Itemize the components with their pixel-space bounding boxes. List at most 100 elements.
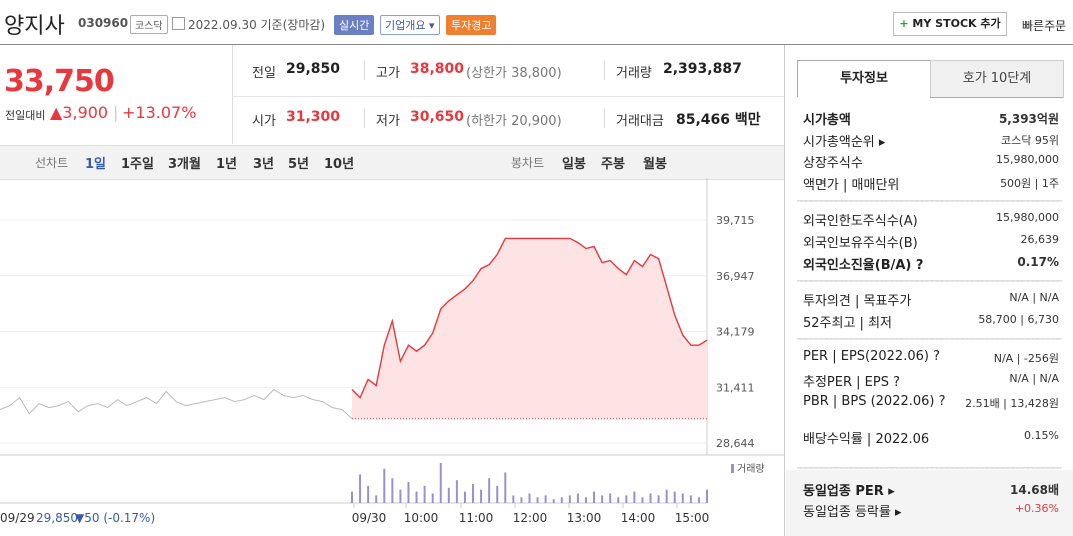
quick-order[interactable]: 빠른주문 bbox=[1022, 19, 1067, 33]
x-tick-label: 15:00 bbox=[675, 511, 710, 525]
volume-bar bbox=[496, 485, 499, 503]
divider bbox=[364, 108, 365, 128]
row-value: 15,980,000 bbox=[996, 211, 1059, 224]
period-tab[interactable]: 3년 bbox=[253, 157, 275, 172]
period-tab[interactable]: 3개월 bbox=[168, 157, 201, 172]
summary-label: 시가 bbox=[252, 114, 276, 129]
candle-tab[interactable]: 월봉 bbox=[643, 157, 667, 172]
volume-bar bbox=[383, 468, 386, 503]
row-label: 동일업종 PER ▸ bbox=[803, 484, 895, 499]
mystock-button[interactable]: + MY STOCK 추가 bbox=[893, 12, 1007, 36]
volume-bar bbox=[560, 497, 563, 503]
row-label: 상장주식수 bbox=[803, 156, 863, 171]
row-value: 26,639 bbox=[1020, 233, 1060, 246]
volume-bar bbox=[391, 478, 394, 503]
period-tab[interactable]: 10년 bbox=[324, 157, 355, 172]
divider bbox=[930, 97, 1063, 98]
row-label: 외국인한도주식수(A) bbox=[803, 214, 918, 229]
row-value: 2.51배 | 13,428원 bbox=[965, 397, 1059, 410]
row-label: 배당수익률 | 2022.06 bbox=[803, 432, 930, 447]
divider bbox=[232, 45, 233, 144]
volume-bar bbox=[665, 489, 668, 503]
volume-bar bbox=[488, 478, 491, 503]
candle-tab[interactable]: 주봉 bbox=[601, 157, 625, 172]
y-tick-label: 34,179 bbox=[716, 326, 755, 339]
stock-name: 양지사 bbox=[4, 14, 65, 39]
row-value: 0.17% bbox=[1017, 255, 1059, 269]
period-tab[interactable]: 5년 bbox=[288, 157, 310, 172]
y-tick-label: 28,644 bbox=[716, 437, 755, 450]
invest-tab[interactable]: 호가 10단계 bbox=[930, 60, 1064, 98]
volume-bar bbox=[568, 495, 571, 503]
volume-bar bbox=[528, 493, 531, 503]
divider bbox=[784, 45, 785, 536]
row-value: 15,980,000 bbox=[996, 153, 1059, 166]
divider bbox=[604, 60, 605, 80]
volume-bar bbox=[415, 491, 418, 503]
summary-note: (상한가 38,800) bbox=[466, 66, 562, 81]
row-value: N/A | N/A bbox=[1009, 372, 1059, 385]
volume-bar bbox=[520, 497, 523, 503]
row-value: 500원 | 1주 bbox=[1000, 177, 1059, 190]
volume-bar bbox=[351, 491, 353, 503]
summary-value: 85,466 백만 bbox=[676, 112, 761, 128]
x-tick-label: 09/30 bbox=[352, 511, 387, 525]
volume-bar bbox=[407, 482, 410, 503]
divider bbox=[797, 200, 1062, 202]
row-label: 액면가 | 매매단위 bbox=[803, 178, 900, 193]
volume-bar bbox=[584, 497, 587, 503]
period-tab[interactable]: 1년 bbox=[216, 157, 238, 172]
market-badge: 코스닥 bbox=[130, 15, 168, 34]
x-tick-label: 14:00 bbox=[621, 511, 656, 525]
volume-bar bbox=[512, 495, 515, 503]
industry-bg bbox=[786, 470, 1073, 536]
y-tick-label: 36,947 bbox=[716, 270, 755, 283]
y-tick-label: 31,411 bbox=[716, 381, 755, 394]
summary-value: 29,850 bbox=[286, 61, 341, 77]
summary-value: 30,650 bbox=[410, 109, 465, 125]
row-value: 14.68배 bbox=[1010, 483, 1059, 497]
volume-bar bbox=[367, 485, 370, 503]
volume-bar bbox=[447, 487, 450, 503]
plus-icon: + bbox=[899, 17, 913, 30]
volume-bar bbox=[536, 497, 539, 503]
row-value: 코스닥 95위 bbox=[1001, 134, 1059, 147]
warning-badge: 투자경고 bbox=[446, 15, 497, 35]
change-label: 전일대비 bbox=[5, 109, 46, 122]
divider bbox=[797, 280, 1062, 282]
divider bbox=[604, 108, 605, 128]
volume-bar bbox=[689, 495, 692, 503]
summary-label: 거래량 bbox=[616, 66, 652, 81]
x-tick-label: 12:00 bbox=[513, 511, 548, 525]
volume-bar bbox=[673, 491, 676, 503]
volume-bar bbox=[576, 493, 579, 503]
volume-bar bbox=[423, 485, 426, 503]
volume-bar bbox=[455, 480, 458, 503]
summary-value: 38,800 bbox=[410, 61, 465, 77]
row-label: 동일업종 등락률 ▸ bbox=[803, 505, 902, 520]
row-value: N/A | N/A bbox=[1009, 291, 1059, 304]
realtime-button[interactable]: 실시간 bbox=[334, 15, 375, 35]
volume-bar bbox=[399, 489, 402, 503]
row-label: 시가총액 bbox=[803, 113, 851, 128]
row-label: 시가총액순위 ▸ bbox=[803, 135, 886, 150]
row-label: 추정PER | EPS ? bbox=[803, 375, 900, 390]
company-button[interactable]: 기업개요 ▾ bbox=[380, 15, 440, 35]
volume-bar bbox=[633, 491, 636, 503]
row-value: N/A | -256원 bbox=[993, 352, 1059, 365]
volume-bar bbox=[625, 495, 628, 503]
tab-bar bbox=[0, 145, 784, 180]
volume-bar bbox=[375, 495, 378, 503]
volume-bar bbox=[480, 489, 483, 503]
volume-bar bbox=[706, 489, 708, 503]
period-tab[interactable]: 1일 bbox=[85, 157, 107, 172]
change: ▲3,900 bbox=[50, 103, 109, 122]
candle-tab[interactable]: 일봉 bbox=[562, 157, 586, 172]
volume-legend: 거래량 bbox=[737, 463, 765, 475]
row-label: 외국인소진율(B/A) ? bbox=[803, 258, 924, 273]
invest-tab[interactable]: 투자정보 bbox=[797, 60, 931, 97]
volume-bar bbox=[641, 497, 644, 503]
period-tab[interactable]: 1주일 bbox=[121, 157, 154, 172]
volume-bar bbox=[601, 495, 604, 503]
